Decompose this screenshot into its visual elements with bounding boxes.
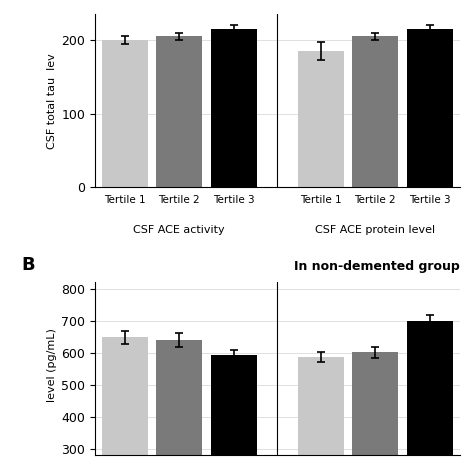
Bar	[407, 29, 453, 187]
Y-axis label:   level (pg/mL): level (pg/mL)	[47, 328, 57, 409]
Bar	[101, 40, 148, 187]
Bar	[352, 36, 399, 187]
Text: B: B	[22, 255, 36, 273]
Bar	[210, 355, 257, 474]
Bar	[210, 29, 257, 187]
Bar	[298, 51, 344, 187]
Text: CSF ACE activity: CSF ACE activity	[133, 225, 225, 235]
Y-axis label: CSF total tau  lev: CSF total tau lev	[47, 53, 57, 148]
Text: CSF ACE protein level: CSF ACE protein level	[315, 225, 436, 235]
Bar	[352, 352, 399, 474]
Bar	[407, 320, 453, 474]
Bar	[156, 36, 202, 187]
Bar	[156, 340, 202, 474]
Text: In non-demented group: In non-demented group	[294, 260, 460, 273]
Bar	[298, 357, 344, 474]
Bar	[101, 337, 148, 474]
